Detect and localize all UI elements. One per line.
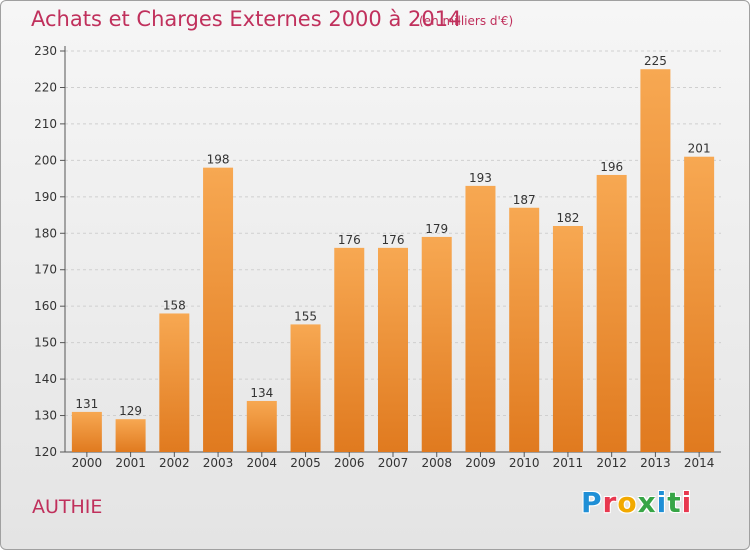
value-label-2004: 134 xyxy=(250,386,273,400)
value-labels: 131 129 158 198 134 155 176 176 179 193 187 182 196 2… xyxy=(75,54,710,418)
y-tick-label: 120 xyxy=(34,445,57,459)
value-label-2000: 131 xyxy=(75,397,98,411)
value-label-2006: 176 xyxy=(338,233,361,247)
bar-2005 xyxy=(290,324,321,452)
bar-2010 xyxy=(509,207,540,452)
value-label-2009: 193 xyxy=(469,171,492,185)
chart-unit: (en milliers d'€) xyxy=(419,14,514,28)
logo-letter: i xyxy=(681,486,693,519)
y-tick-label: 170 xyxy=(34,263,57,277)
y-tick-label: 210 xyxy=(34,117,57,131)
logo-letter: o xyxy=(617,486,638,519)
bar-2001 xyxy=(115,419,146,452)
bar-2014 xyxy=(684,156,715,452)
logo-letter: x xyxy=(637,486,657,519)
bar-2008 xyxy=(421,236,452,452)
x-tick-label-2005: 2005 xyxy=(290,456,321,470)
commune-name: AUTHIE xyxy=(32,496,103,518)
value-label-2011: 182 xyxy=(556,211,579,225)
y-tick-label: 190 xyxy=(34,190,57,204)
bar-2002 xyxy=(159,313,190,452)
value-label-2010: 187 xyxy=(513,193,536,207)
value-label-2012: 196 xyxy=(600,160,623,174)
bar-2004 xyxy=(246,400,277,452)
value-label-2002: 158 xyxy=(163,298,186,312)
y-tick-label: 230 xyxy=(34,44,57,58)
bar-2007 xyxy=(378,247,408,452)
bar-2009 xyxy=(465,185,496,452)
y-tick-label: 160 xyxy=(34,299,57,313)
y-tick-labels: 120 130 140 150 160 170 180 190 200 210 220 230 xyxy=(34,44,65,459)
x-tick-label-2003: 2003 xyxy=(203,456,234,470)
x-tick-label-2006: 2006 xyxy=(334,456,365,470)
bar-2011 xyxy=(552,225,583,452)
value-label-2013: 225 xyxy=(644,54,667,68)
x-tick-label-2014: 2014 xyxy=(684,456,715,470)
x-tick-label-2008: 2008 xyxy=(421,456,452,470)
x-tick-label-2009: 2009 xyxy=(465,456,496,470)
x-tick-label-2004: 2004 xyxy=(247,456,278,470)
logo-letter: i xyxy=(656,486,668,519)
x-tick-label-2011: 2011 xyxy=(553,456,584,470)
value-label-2003: 198 xyxy=(207,153,230,167)
y-tick-label: 130 xyxy=(34,409,57,423)
logo-letter: r xyxy=(602,486,618,519)
x-tick-label-2013: 2013 xyxy=(640,456,671,470)
bar-2000 xyxy=(71,411,102,452)
y-tick-label: 150 xyxy=(34,336,57,350)
x-tick-label-2001: 2001 xyxy=(115,456,146,470)
bar-2003 xyxy=(203,167,234,452)
y-tick-label: 140 xyxy=(34,372,57,386)
y-tick-label: 200 xyxy=(34,153,57,167)
proxiti-logo: Proxiti xyxy=(581,486,692,519)
bar-2013 xyxy=(640,69,671,453)
logo-letter: t xyxy=(667,486,682,519)
value-label-2005: 155 xyxy=(294,309,317,323)
chart-title: Achats et Charges Externes 2000 à 2014 xyxy=(31,7,462,31)
bar-2006 xyxy=(334,247,365,452)
value-label-2014: 201 xyxy=(688,142,711,156)
bar-2012 xyxy=(596,174,627,453)
x-tick-label-2000: 2000 xyxy=(72,456,103,470)
value-label-2008: 179 xyxy=(425,222,448,236)
logo-letter: P xyxy=(581,486,603,519)
y-tick-label: 180 xyxy=(34,226,57,240)
value-label-2007: 176 xyxy=(382,233,405,247)
y-tick-label: 220 xyxy=(34,80,57,94)
x-tick-label-2012: 2012 xyxy=(596,456,627,470)
x-tick-label-2007: 2007 xyxy=(378,456,409,470)
value-label-2001: 129 xyxy=(119,404,142,418)
bars xyxy=(71,69,715,453)
x-tick-label-2002: 2002 xyxy=(159,456,190,470)
x-tick-label-2010: 2010 xyxy=(509,456,540,470)
x-tick-labels: 2000 2001 2002 2003 2004 2005 2006 2007 2008 2009… xyxy=(72,452,715,470)
